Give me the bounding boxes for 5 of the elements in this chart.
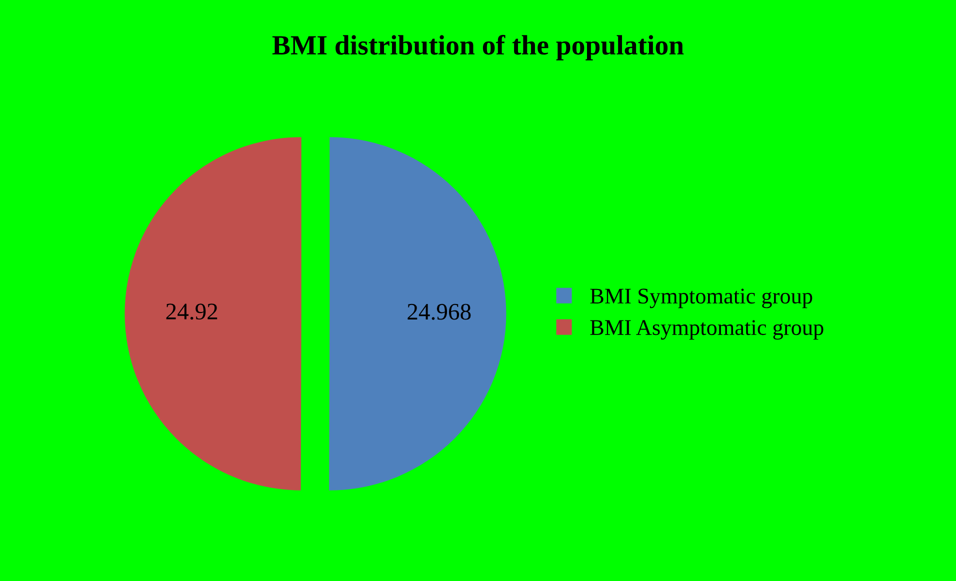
data-label: 24.968 (408, 304, 471, 320)
legend-label: BMI Asymptomatic group (590, 320, 824, 340)
legend-label: BMI Symptomatic group (590, 288, 812, 308)
chart-title: BMI distribution of the population (272, 34, 684, 60)
data-label: 24.92 (166, 304, 218, 320)
